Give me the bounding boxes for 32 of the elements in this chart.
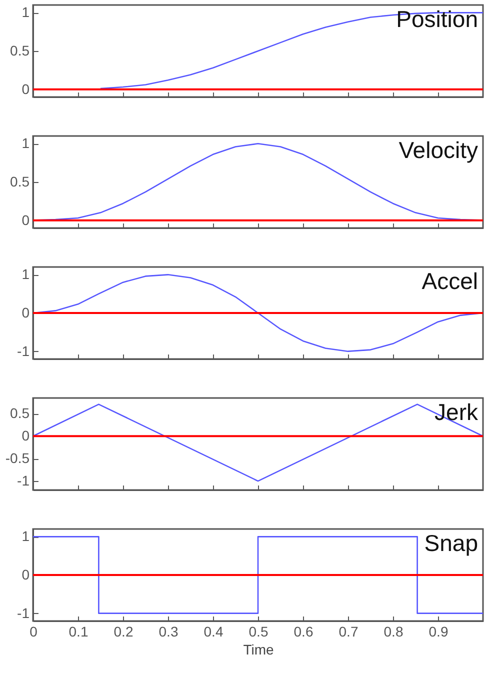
y-tick-label: 1 [22,4,30,20]
y-tick-label: -1 [17,604,30,621]
chart-title: Snap [424,530,478,556]
x-tick-label: 0.8 [384,624,404,640]
y-tick-label: 0 [22,428,30,444]
y-tick-label: 0 [22,566,30,582]
y-tick-label: 0.5 [10,405,30,422]
y-tick-label: -1 [17,342,30,359]
chart-title: Position [396,6,478,32]
y-tick-label: 1 [22,135,30,152]
y-tick-label: 0 [22,304,30,320]
y-tick-label: 1 [22,528,30,544]
x-tick-label: 0.5 [248,624,268,640]
chart-title: Velocity [398,137,478,163]
chart-title: Accel [422,268,478,294]
y-tick-label: -0.5 [5,450,30,466]
x-tick-label: 0.7 [338,624,358,640]
x-tick-label: 0.4 [204,624,224,640]
x-axis-title: Time [243,642,274,658]
y-tick-label: 1 [22,266,30,282]
x-tick-label: 0.1 [68,624,88,640]
x-tick-label: 0.3 [158,624,178,640]
y-tick-label: 0 [22,212,30,228]
chart-title: Jerk [434,399,478,425]
y-tick-label: 0 [22,80,30,97]
y-tick-label: -1 [17,472,30,489]
x-tick-label: 0.2 [114,624,134,640]
y-tick-label: 0.5 [10,174,30,190]
y-tick-label: 0.5 [10,42,30,58]
line-series [100,12,483,90]
x-tick-label: 0.6 [294,624,314,640]
x-tick-label: 0.9 [428,624,448,640]
